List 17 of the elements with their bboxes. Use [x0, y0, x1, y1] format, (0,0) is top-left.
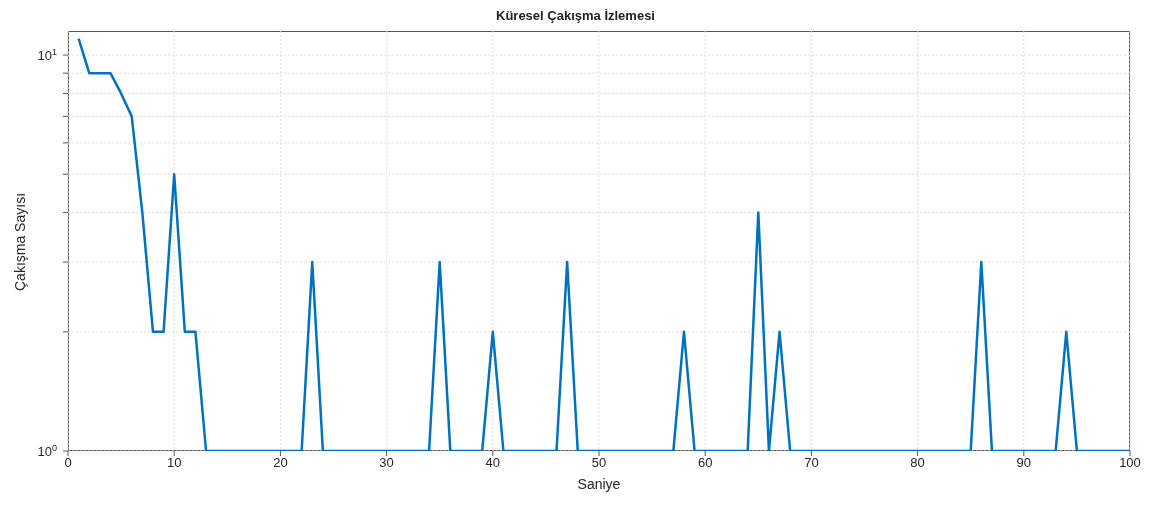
x-tick-label: 10	[166, 455, 182, 471]
chart-title: Küresel Çakışma İzlemesi	[496, 8, 655, 23]
x-axis-title: Saniye	[577, 476, 621, 492]
x-tick-label: 100	[1119, 455, 1141, 471]
y-tick-label: 10$^{1}$	[37, 47, 57, 64]
x-tick-label: 80	[910, 455, 925, 471]
x-tick-label: 70	[804, 455, 819, 471]
y-tick-label: 10$^{0}$	[37, 443, 57, 459]
y-axis-title: Çakışma Sayısı	[11, 192, 28, 291]
x-tick-label: 40	[485, 455, 501, 471]
x-tick-label: 60	[697, 455, 713, 471]
x-tick-label: 50	[591, 455, 607, 471]
x-tick-label: 0	[64, 455, 72, 471]
line-series	[77, 37, 1130, 451]
x-tick-label: 90	[1016, 455, 1032, 471]
x-tick-label: 30	[379, 455, 394, 471]
x-tick-label: 20	[273, 455, 288, 471]
